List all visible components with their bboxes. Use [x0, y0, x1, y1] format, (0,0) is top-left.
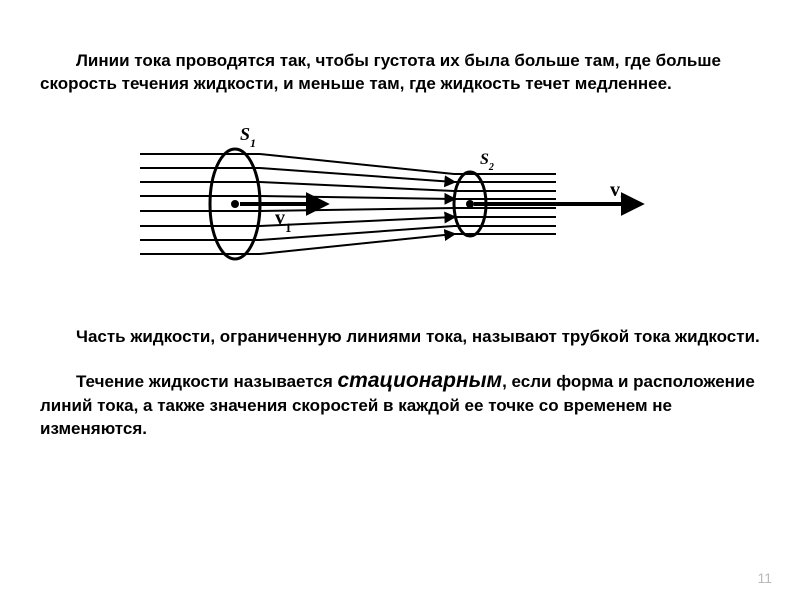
- svg-text:S2: S2: [480, 151, 494, 173]
- paragraph-3-emph: стационарным: [338, 369, 503, 392]
- paragraph-1-text: Линии тока проводятся так, чтобы густота…: [40, 51, 721, 93]
- paragraph-2-text: Часть жидкости, ограниченную линиями ток…: [76, 327, 760, 346]
- svg-text:S1: S1: [240, 124, 256, 150]
- page: Линии тока проводятся так, чтобы густота…: [0, 0, 800, 600]
- paragraph-3a: Течение жидкости называется: [76, 372, 338, 391]
- streamtube-diagram: S1S2v1v2: [130, 116, 670, 286]
- paragraph-3: Течение жидкости называется стационарным…: [40, 367, 760, 441]
- page-number: 11: [757, 570, 772, 586]
- paragraph-2: Часть жидкости, ограниченную линиями ток…: [40, 326, 760, 349]
- paragraph-1: Линии тока проводятся так, чтобы густота…: [40, 50, 760, 96]
